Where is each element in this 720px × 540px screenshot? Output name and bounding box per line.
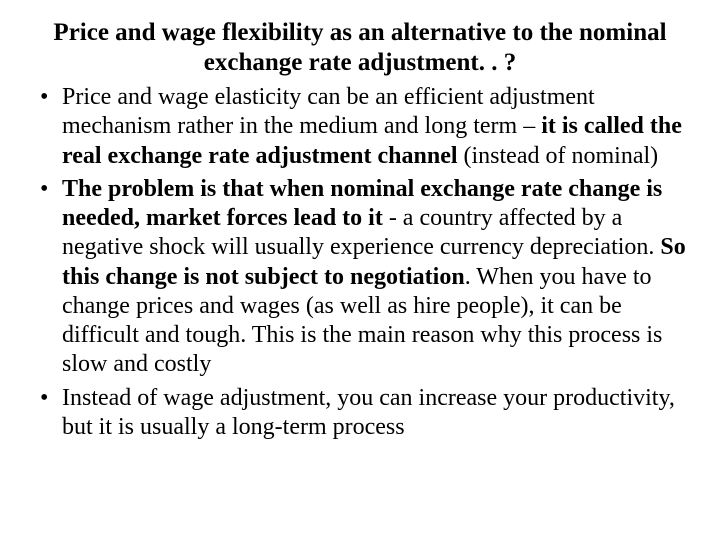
bullet-list: Price and wage elasticity can be an effi… [28,83,692,442]
text-run: Price and wage elasticity can be an effi… [62,84,595,139]
text-run: (instead of nominal) [458,143,659,169]
list-item: Price and wage elasticity can be an effi… [62,83,692,171]
slide-title: Price and wage flexibility as an alterna… [28,18,692,77]
list-item: The problem is that when nominal exchang… [62,175,692,380]
slide: Price and wage flexibility as an alterna… [0,0,720,540]
list-item: Instead of wage adjustment, you can incr… [62,384,692,443]
text-run: Instead of wage adjustment, you can incr… [62,385,675,440]
